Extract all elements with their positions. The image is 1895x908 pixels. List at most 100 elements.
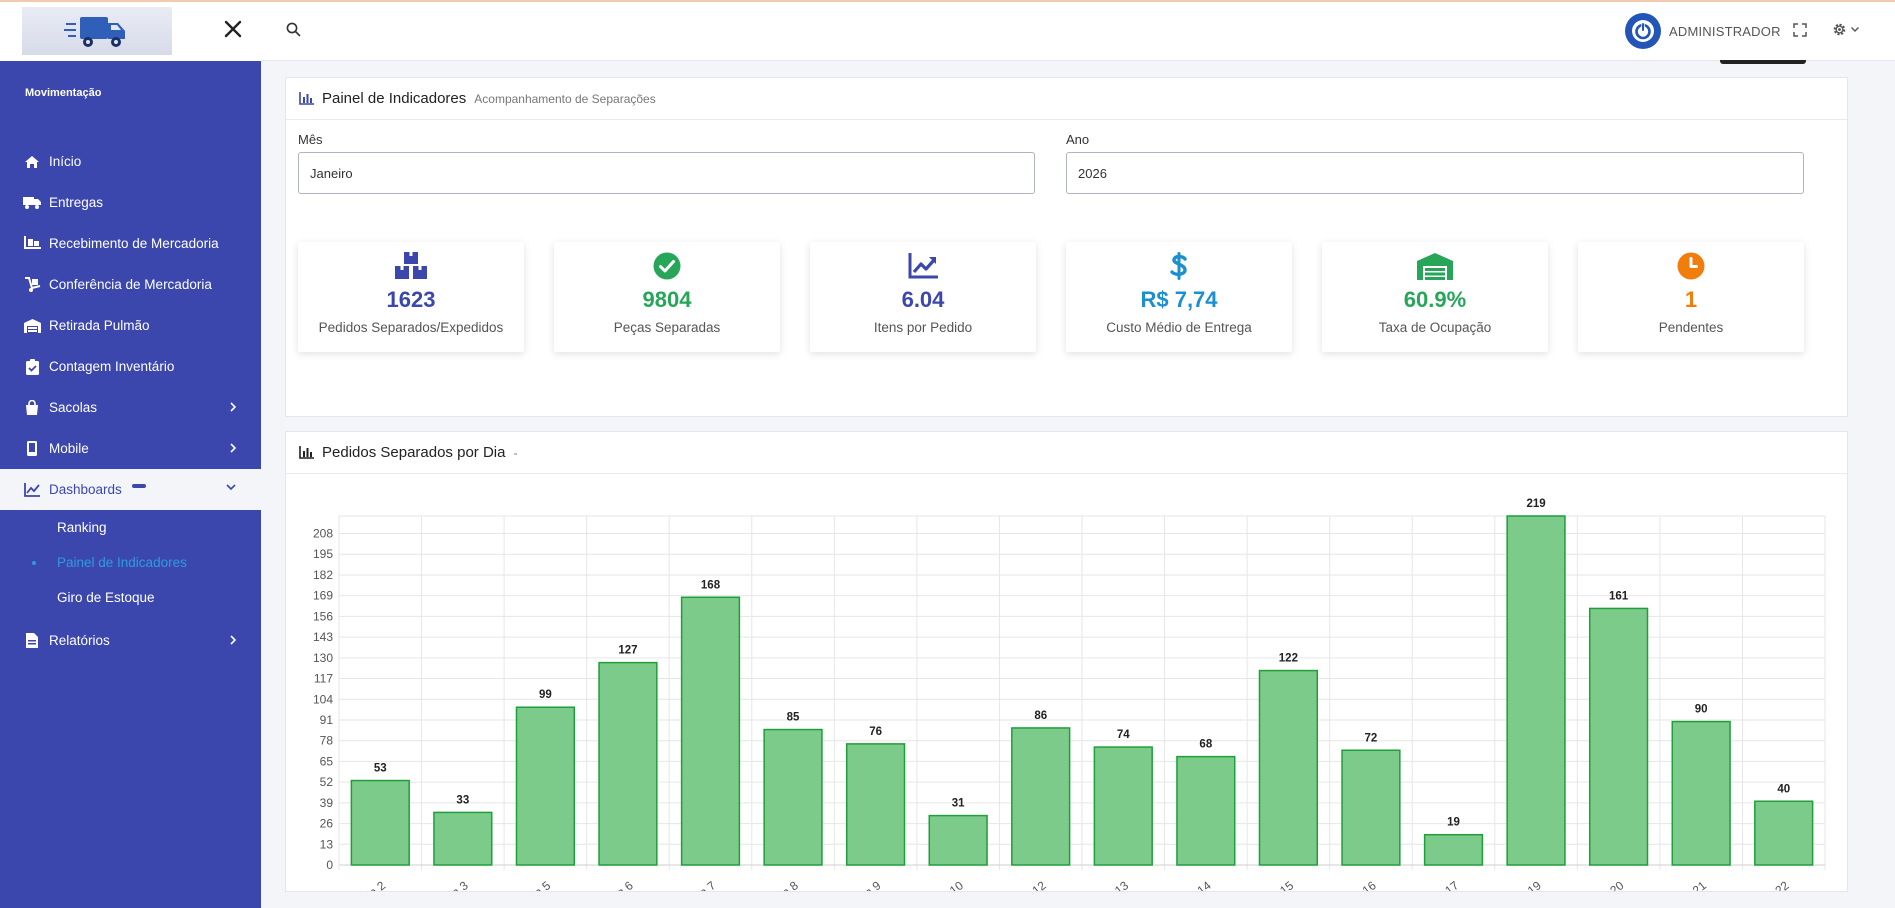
chart-line-icon	[22, 482, 42, 498]
bar-dia-19[interactable]	[1506, 515, 1566, 866]
sidebar-item-inicio[interactable]: Início	[0, 141, 261, 182]
ano-label: Ano	[1066, 132, 1090, 147]
dollar-icon	[1066, 251, 1292, 281]
kpi-label: Itens por Pedido	[873, 320, 973, 335]
y-tick-label: 52	[320, 775, 334, 789]
sidebar-item-retirada[interactable]: Retirada Pulmão	[0, 305, 261, 346]
kpi-label: Peças Separadas	[613, 320, 721, 335]
ano-field: Ano 2026	[1066, 132, 1804, 194]
sidebar-item-dashboards[interactable]: Dashboards	[0, 469, 261, 510]
sidebar-item-label: Relatórios	[49, 633, 110, 648]
bar-chart-icon	[299, 92, 314, 105]
kpi-card-itens: 6.04 Itens por Pedido	[810, 242, 1036, 352]
kpi-label: Custo Médio de Entrega	[1106, 320, 1252, 335]
bar-dia-21[interactable]	[1671, 720, 1731, 866]
data-label: 127	[618, 645, 637, 657]
bar-dia-20[interactable]	[1588, 607, 1649, 866]
chart-line-icon	[810, 251, 1036, 281]
bar-dia-17[interactable]	[1423, 833, 1484, 866]
sidebar-item-sacolas[interactable]: Sacolas	[0, 387, 261, 428]
kpi-card-pedidos: 1623 Pedidos Separados/Expedidos	[298, 242, 524, 352]
submenu-item-ranking[interactable]: Ranking	[57, 520, 107, 535]
y-tick-label: 143	[313, 630, 333, 644]
warehouse-icon	[22, 318, 42, 334]
sidebar-nav-bottom: Relatórios	[0, 620, 261, 661]
bar-dia-7[interactable]	[680, 596, 741, 866]
x-tick-label: Dia 13	[1095, 878, 1131, 891]
y-tick-label: 0	[326, 858, 333, 872]
panel-card: Painel de Indicadores Acompanhamento de …	[285, 77, 1848, 417]
kpi-card-pecas: 9804 Peças Separadas	[554, 242, 780, 352]
sidebar-item-recebimento[interactable]: Recebimento de Mercadoria	[0, 223, 261, 264]
sidebar-item-relatorios[interactable]: Relatórios	[0, 620, 261, 661]
chevron-down-icon	[226, 484, 236, 491]
fullscreen-icon[interactable]	[1793, 23, 1807, 37]
chevron-right-icon	[230, 635, 237, 645]
bar-dia-16[interactable]	[1341, 749, 1401, 866]
tab-indicator	[1720, 60, 1806, 64]
x-tick-label: Dia 20	[1591, 878, 1627, 891]
user-name: ADMINISTRADOR	[1669, 23, 1781, 39]
bar-dia-14[interactable]	[1176, 755, 1236, 866]
bar-dia-9[interactable]	[845, 743, 906, 866]
sidebar-item-label: Conferência de Mercadoria	[49, 277, 212, 292]
close-icon[interactable]	[222, 18, 244, 40]
bar-dia-22[interactable]	[1754, 800, 1814, 866]
x-tick-label: Dia 22	[1756, 878, 1792, 891]
kpi-value: 9804	[642, 287, 692, 312]
search-icon[interactable]	[286, 22, 301, 37]
sidebar-item-conferencia[interactable]: Conferência de Mercadoria	[0, 264, 261, 305]
data-label: 40	[1777, 783, 1790, 795]
ano-input[interactable]: 2026	[1066, 152, 1804, 194]
data-label: 168	[701, 579, 721, 591]
data-label: 72	[1365, 732, 1378, 744]
kpi-card-custo: R$ 7,74 Custo Médio de Entrega	[1066, 242, 1292, 352]
settings-menu[interactable]	[1832, 22, 1860, 37]
kpi-card-ocupacao: 60.9% Taxa de Ocupação	[1322, 242, 1548, 352]
data-label: 161	[1609, 590, 1629, 602]
pallet-icon	[22, 236, 42, 252]
clock-icon	[1578, 251, 1804, 281]
sidebar-item-label: Sacolas	[49, 400, 98, 415]
y-tick-label: 26	[320, 817, 334, 831]
mobile-icon	[22, 441, 42, 457]
chart-card: Pedidos Separados por Dia - 0 13 26 39 52 65 7…	[285, 431, 1848, 908]
bar-dia-8[interactable]	[763, 728, 823, 866]
data-label: 86	[1034, 710, 1047, 722]
bar-dia-5[interactable]	[515, 706, 576, 866]
active-indicator	[131, 483, 146, 488]
y-tick-label: 39	[320, 796, 334, 810]
x-tick-label: Dia 9	[853, 878, 884, 891]
sidebar-item-mobile[interactable]: Mobile	[0, 428, 261, 469]
bar-dia-15[interactable]	[1258, 669, 1319, 866]
data-label: 122	[1279, 653, 1298, 665]
truck-logo-icon	[64, 16, 125, 47]
dashboards-submenu: Ranking Painel de Indicadores Giro de Es…	[0, 510, 261, 615]
data-label: 85	[787, 712, 800, 724]
y-tick-label: 104	[313, 692, 333, 706]
kpi-value: 1	[1684, 287, 1698, 312]
x-tick-label: Dia 19	[1508, 878, 1544, 891]
mes-select[interactable]: Janeiro	[298, 152, 1035, 194]
bar-dia-12[interactable]	[1011, 727, 1071, 866]
user-menu[interactable]: ADMINISTRADOR	[1625, 13, 1781, 49]
sidebar-item-entregas[interactable]: Entregas	[0, 182, 261, 223]
sidebar-item-label: Início	[49, 154, 82, 169]
dolly-icon	[22, 277, 42, 293]
chevron-right-icon	[230, 443, 237, 453]
data-label: 33	[456, 794, 469, 806]
submenu-item-giro-estoque[interactable]: Giro de Estoque	[57, 590, 155, 605]
submenu-item-painel-indicadores[interactable]: Painel de Indicadores	[0, 545, 261, 580]
truck-logo[interactable]	[22, 6, 172, 55]
bar-dia-2[interactable]	[350, 779, 410, 866]
data-label: 31	[952, 798, 965, 810]
data-label: 74	[1117, 729, 1130, 741]
mes-field: Mês Janeiro	[298, 132, 1035, 194]
sidebar-item-contagem[interactable]: Contagem Inventário	[0, 346, 261, 387]
bar-dia-13[interactable]	[1093, 746, 1153, 866]
bar-dia-3[interactable]	[433, 811, 493, 866]
y-tick-label: 130	[313, 651, 333, 665]
kpi-value: 60.9%	[1403, 287, 1467, 312]
bar-dia-10[interactable]	[928, 814, 988, 866]
bar-dia-6[interactable]	[598, 661, 658, 866]
